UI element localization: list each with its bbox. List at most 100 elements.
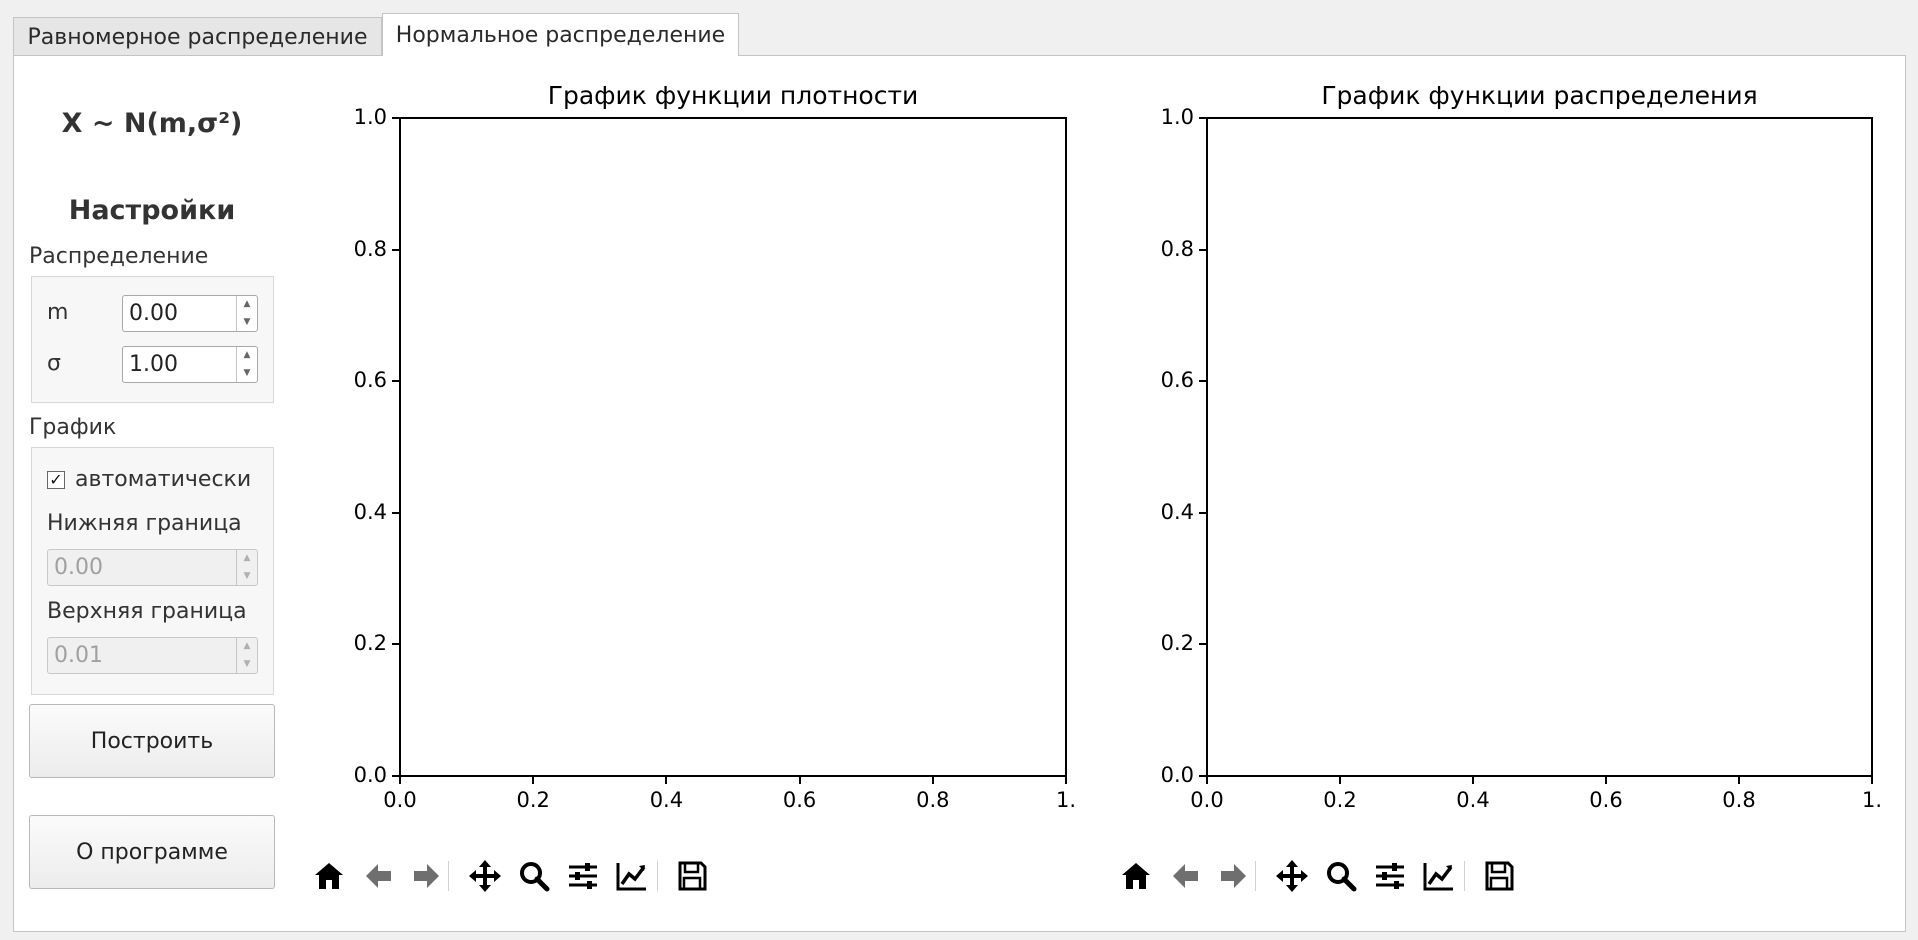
about-button[interactable]: О программе: [29, 815, 275, 889]
m-spinbox[interactable]: 0.00 ▲ ▼: [122, 295, 258, 332]
cdf-x-tick-label: 0.6: [1589, 788, 1623, 812]
density-x-tick-mark: [1065, 777, 1067, 784]
spin-down-icon[interactable]: ▼: [243, 367, 251, 378]
lower-bound-label: Нижняя граница: [47, 511, 242, 536]
spin-down-icon[interactable]: ▼: [243, 316, 251, 327]
upper-bound-value[interactable]: 0.01: [54, 643, 103, 668]
density-x-tick-mark: [798, 777, 801, 784]
density-y-tick-label: 0.8: [353, 236, 387, 261]
cdf-x-tick-mark: [1472, 777, 1474, 784]
lower-bound-spinbox[interactable]: 0.00 ▲ ▼: [47, 549, 258, 586]
auto-checkbox-label[interactable]: автоматически: [75, 467, 252, 492]
spin-down-icon: ▼: [243, 658, 251, 669]
density-y-tick-mark: [392, 248, 399, 251]
m-value[interactable]: 0.00: [129, 301, 178, 326]
cdf-x-tick-mark: [1871, 777, 1873, 784]
spin-up-icon[interactable]: ▲: [243, 299, 251, 310]
density-x-tick-label: 1.: [1055, 788, 1077, 812]
edit-axis-icon[interactable]: [614, 858, 650, 894]
zoom-icon[interactable]: [1323, 858, 1359, 894]
cdf-x-tick-mark: [1738, 777, 1740, 784]
density-x-tick-label: 0.4: [649, 788, 684, 812]
density-x-tick-mark: [532, 777, 535, 784]
density-x-tick-label: 0.8: [916, 788, 950, 812]
tab-uniform-distribution[interactable]: Равномерное распределение: [13, 17, 382, 56]
density-y-tick-mark: [392, 380, 399, 383]
density-x-tick-label: 0.6: [782, 788, 817, 812]
edit-axis-icon[interactable]: [1421, 858, 1457, 894]
spin-up-icon[interactable]: ▲: [243, 350, 251, 361]
toolbar-separator: [657, 861, 658, 891]
tab-normal-distribution[interactable]: Нормальное распределение: [382, 13, 739, 56]
plot-group-label: График: [29, 415, 117, 440]
cdf-y-tick-label: 0.8: [1160, 236, 1194, 261]
m-label: m: [47, 300, 69, 325]
cdf-y-tick-label: 0.6: [1160, 368, 1194, 393]
distribution-formula: X ~ N(m,σ²): [61, 108, 243, 139]
cdf-y-tick-mark: [1199, 511, 1206, 514]
auto-checkbox[interactable]: ✓: [47, 471, 65, 489]
sigma-value[interactable]: 1.00: [129, 352, 178, 377]
home-icon[interactable]: [311, 858, 347, 894]
density-y-tick-mark: [392, 775, 399, 777]
density-y-tick-label: 1.0: [353, 105, 387, 129]
density-x-tick-label: 0.0: [383, 788, 417, 812]
forward-arrow-icon[interactable]: [409, 858, 445, 894]
density-y-tick-label: 0.0: [353, 763, 387, 787]
forward-arrow-icon[interactable]: [1216, 858, 1252, 894]
distribution-group-label: Распределение: [29, 244, 209, 269]
save-icon[interactable]: [1481, 858, 1517, 894]
cdf-chart-title: График функции распределения: [1321, 81, 1758, 110]
toolbar-separator: [448, 861, 449, 891]
density-y-tick-mark: [392, 643, 399, 646]
build-button[interactable]: Построить: [29, 704, 275, 778]
back-arrow-icon[interactable]: [1167, 858, 1203, 894]
density-x-tick-mark: [931, 777, 934, 784]
sigma-label: σ: [47, 351, 61, 376]
cdf-x-tick-label: 0.8: [1722, 788, 1756, 812]
density-y-tick-label: 0.6: [353, 368, 387, 393]
cdf-x-tick-mark: [1206, 777, 1208, 784]
toolbar-separator: [1255, 861, 1256, 891]
back-arrow-icon[interactable]: [360, 858, 396, 894]
cdf-y-tick-label: 0.4: [1160, 499, 1194, 524]
cdf-x-tick-mark: [1605, 777, 1607, 784]
lower-bound-value[interactable]: 0.00: [54, 555, 103, 580]
home-icon[interactable]: [1118, 858, 1154, 894]
cdf-y-tick-label: 0.2: [1160, 631, 1194, 656]
density-y-tick-label: 0.2: [353, 631, 387, 656]
cdf-y-tick-mark: [1199, 248, 1206, 251]
density-plot-axes[interactable]: [399, 117, 1067, 777]
pan-icon[interactable]: [467, 858, 503, 894]
cdf-plot-axes[interactable]: [1206, 117, 1873, 777]
toolbar-separator: [1464, 861, 1465, 891]
cdf-x-tick-label: 0.4: [1456, 788, 1490, 812]
save-icon[interactable]: [674, 858, 710, 894]
cdf-x-tick-mark: [1339, 777, 1341, 784]
zoom-icon[interactable]: [516, 858, 552, 894]
upper-bound-spinbox[interactable]: 0.01 ▲ ▼: [47, 637, 258, 674]
cdf-y-tick-label: 0.0: [1160, 763, 1194, 787]
spin-down-icon: ▼: [243, 570, 251, 581]
configure-subplots-icon[interactable]: [1372, 858, 1408, 894]
spin-up-icon: ▲: [243, 641, 251, 652]
cdf-y-tick-label: 1.0: [1160, 105, 1194, 129]
pan-icon[interactable]: [1274, 858, 1310, 894]
density-chart-title: График функции плотности: [547, 81, 919, 110]
density-x-tick-label: 0.2: [516, 788, 550, 812]
cdf-y-tick-mark: [1199, 643, 1206, 646]
density-y-tick-label: 0.4: [353, 499, 387, 524]
sigma-spinbox[interactable]: 1.00 ▲ ▼: [122, 346, 258, 383]
cdf-y-tick-mark: [1199, 117, 1206, 119]
cdf-y-tick-mark: [1199, 380, 1206, 383]
spin-up-icon: ▲: [243, 553, 251, 564]
cdf-x-tick-label: 0.2: [1323, 788, 1357, 812]
cdf-x-tick-label: 0.0: [1190, 788, 1224, 812]
cdf-y-tick-mark: [1199, 775, 1206, 777]
density-x-tick-mark: [399, 777, 401, 784]
upper-bound-label: Верхняя граница: [47, 599, 247, 624]
configure-subplots-icon[interactable]: [565, 858, 601, 894]
density-y-tick-mark: [392, 511, 399, 514]
settings-heading: Настройки: [68, 195, 236, 226]
cdf-x-tick-label: 1.: [1861, 788, 1883, 812]
